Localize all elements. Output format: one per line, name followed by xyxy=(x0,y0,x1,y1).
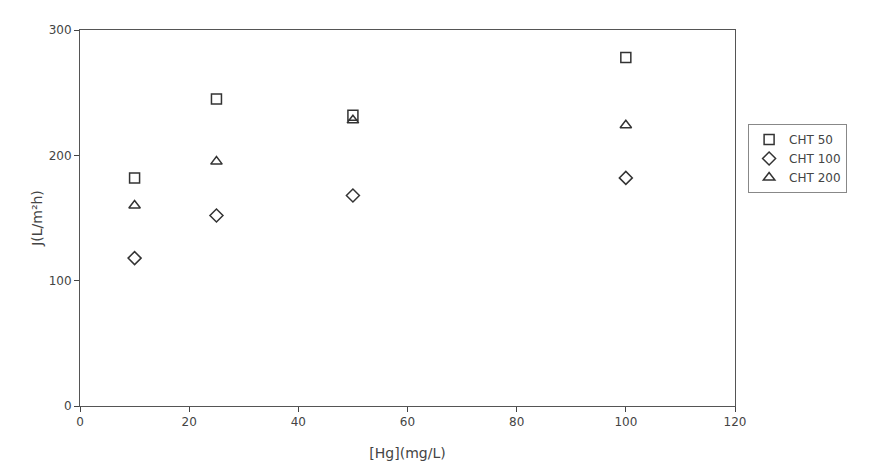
svg-text:0: 0 xyxy=(64,399,72,413)
svg-text:CHT 100: CHT 100 xyxy=(789,152,840,166)
svg-text:J(L/m²h): J(L/m²h) xyxy=(29,190,45,247)
svg-text:[Hg](mg/L): [Hg](mg/L) xyxy=(369,445,445,461)
svg-text:40: 40 xyxy=(291,415,306,429)
svg-text:80: 80 xyxy=(509,415,524,429)
svg-text:200: 200 xyxy=(49,149,72,163)
svg-text:CHT 50: CHT 50 xyxy=(789,133,833,147)
svg-text:300: 300 xyxy=(49,23,72,37)
svg-text:CHT 200: CHT 200 xyxy=(789,171,840,185)
svg-text:100: 100 xyxy=(614,415,637,429)
svg-text:20: 20 xyxy=(182,415,197,429)
svg-text:100: 100 xyxy=(49,274,72,288)
svg-text:120: 120 xyxy=(724,415,747,429)
svg-text:60: 60 xyxy=(400,415,415,429)
svg-text:0: 0 xyxy=(76,415,84,429)
